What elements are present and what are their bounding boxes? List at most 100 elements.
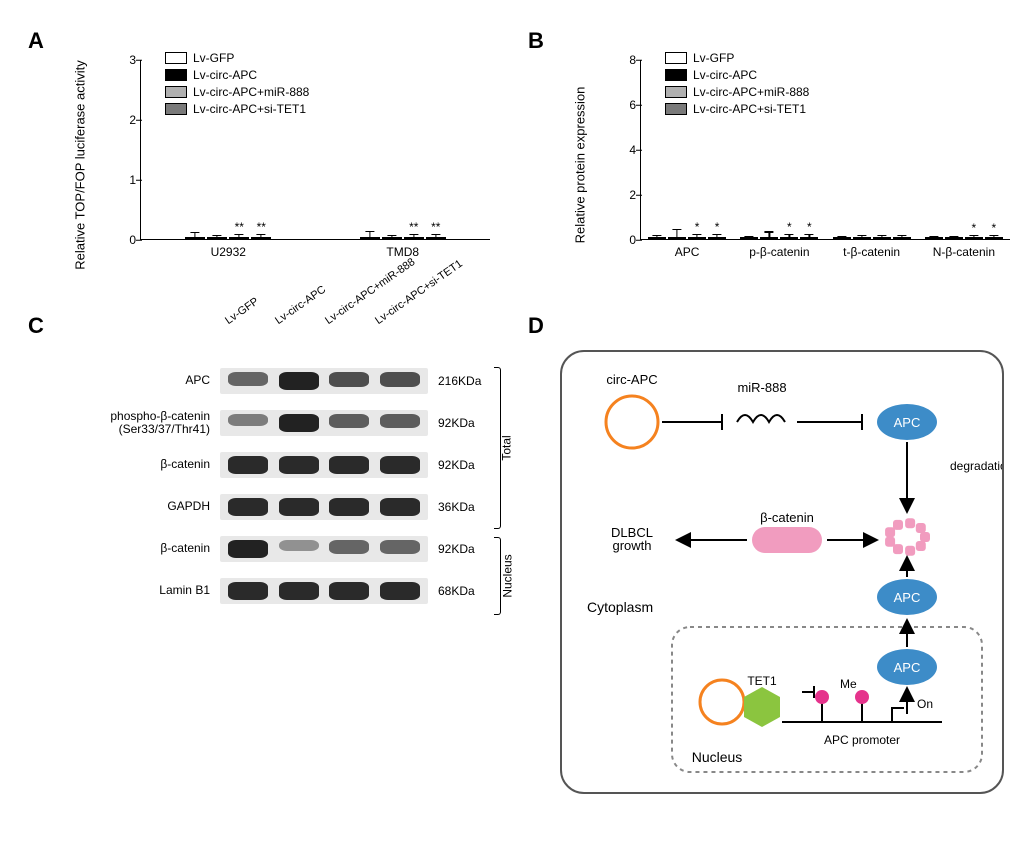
sig-marker: * (992, 221, 997, 235)
sig-marker: * (807, 220, 812, 234)
error-bar (933, 237, 934, 238)
error-bar (391, 236, 392, 238)
wb-band (228, 498, 268, 516)
wb-size: 92KDa (428, 542, 493, 556)
panel-a-yticks: 0123 (90, 60, 138, 240)
wb-band (380, 582, 420, 600)
error-bar (217, 236, 218, 238)
wb-row: Lamin B1 68KDa (60, 575, 500, 607)
error-bar (973, 236, 974, 238)
panel-b-bars: **APC**p-β-catenint-β-catenin**N-β-caten… (641, 60, 1010, 239)
bar: * (965, 237, 983, 239)
wb-size: 92KDa (428, 416, 493, 430)
error-bar (769, 232, 770, 238)
panel-b-ylabel: Relative protein expression (573, 87, 588, 244)
bar (833, 237, 851, 239)
x-category: p-β-catenin (749, 245, 809, 259)
y-tick: 3 (129, 53, 136, 67)
x-category: APC (675, 245, 700, 259)
wb-rows: APC216KDa phospho-β-catenin(Ser33/37/Thr4… (60, 365, 500, 607)
panel-b-yticks: 02468 (590, 60, 638, 240)
svg-text:On: On (917, 697, 933, 711)
sig-marker: * (972, 221, 977, 235)
error-bar (993, 236, 994, 238)
bar: ** (404, 237, 424, 239)
sig-marker: * (715, 220, 720, 234)
diagram-svg: CytoplasmNucleuscirc-APCmiR-888APCdegrad… (562, 352, 1002, 792)
panel-a-ylabel: Relative TOP/FOP luciferase activity (73, 60, 88, 270)
bar (873, 237, 891, 239)
wb-band (380, 372, 420, 387)
western-blot: Lv-GFPLv-circ-APCLv-circ-APC+miR-888Lv-c… (60, 365, 500, 617)
wb-band (228, 582, 268, 600)
wb-bands (220, 452, 428, 478)
bar-group: t-β-catenin (833, 237, 911, 239)
wb-bands (220, 578, 428, 604)
panel-a-chart: Lv-GFPLv-circ-APCLv-circ-APC+miR-888Lv-c… (90, 50, 490, 280)
wb-band (329, 414, 369, 428)
wb-protein-label: Lamin B1 (60, 584, 220, 597)
bar: ** (251, 237, 271, 239)
error-bar (435, 235, 436, 238)
bar: * (985, 237, 1003, 239)
error-bar (881, 236, 882, 238)
sig-marker: ** (409, 220, 418, 234)
error-bar (657, 236, 658, 238)
wb-bands (220, 536, 428, 562)
error-bar (239, 235, 240, 238)
error-bar (697, 235, 698, 238)
y-tick: 1 (129, 173, 136, 187)
wb-band (329, 540, 369, 554)
svg-text:TET1: TET1 (747, 674, 777, 688)
x-category: U2932 (211, 245, 246, 259)
wb-protein-label: β-catenin (60, 542, 220, 555)
wb-band (380, 540, 420, 554)
svg-text:miR-888: miR-888 (737, 380, 786, 395)
bar (648, 237, 666, 239)
bar (382, 237, 402, 239)
frac-total-label: Total (500, 435, 514, 460)
wb-bands (220, 410, 428, 436)
error-bar (717, 235, 718, 238)
y-tick: 0 (129, 233, 136, 247)
y-tick: 4 (629, 143, 636, 157)
svg-text:APC: APC (894, 590, 921, 605)
bar: ** (229, 237, 249, 239)
wb-lane-headers: Lv-GFPLv-circ-APCLv-circ-APC+miR-888Lv-c… (230, 315, 430, 327)
panel-b: B Lv-GFPLv-circ-APCLv-circ-APC+miR-888Lv… (520, 20, 1020, 305)
x-category: N-β-catenin (933, 245, 995, 259)
frac-nucleus-label: Nucleus (501, 554, 515, 597)
wb-row: GAPDH36KDa (60, 491, 500, 523)
error-bar (749, 237, 750, 238)
wb-band (329, 372, 369, 387)
wb-band (380, 456, 420, 474)
svg-text:APC promoter: APC promoter (824, 733, 900, 747)
error-bar (901, 236, 902, 238)
y-tick: 0 (629, 233, 636, 247)
panel-b-label: B (528, 28, 544, 54)
error-bar (789, 235, 790, 238)
panel-d: D CytoplasmNucleuscirc-APCmiR-888APCdegr… (520, 305, 1020, 825)
panel-b-chart: Lv-GFPLv-circ-APCLv-circ-APC+miR-888Lv-c… (590, 50, 1010, 280)
bar (760, 237, 778, 239)
wb-row: APC216KDa (60, 365, 500, 397)
wb-size: 68KDa (428, 584, 493, 598)
wb-band (279, 414, 319, 432)
bar (668, 237, 686, 239)
wb-band (279, 540, 319, 551)
figure-grid: A Lv-GFPLv-circ-APCLv-circ-APC+miR-888Lv… (20, 20, 1000, 825)
panel-c-label: C (28, 313, 44, 339)
sig-marker: ** (431, 220, 440, 234)
wb-size: 92KDa (428, 458, 493, 472)
wb-band (329, 582, 369, 600)
sig-marker: * (787, 220, 792, 234)
panel-a-label: A (28, 28, 44, 54)
wb-band (279, 456, 319, 474)
bar: * (708, 237, 726, 239)
wb-protein-label: phospho-β-catenin(Ser33/37/Thr41) (60, 410, 220, 436)
wb-band (380, 498, 420, 516)
svg-text:DLBCLgrowth: DLBCLgrowth (611, 525, 653, 553)
wb-row: phospho-β-catenin(Ser33/37/Thr41) 92KDa (60, 407, 500, 439)
error-bar (413, 235, 414, 238)
wb-size: 216KDa (428, 374, 493, 388)
